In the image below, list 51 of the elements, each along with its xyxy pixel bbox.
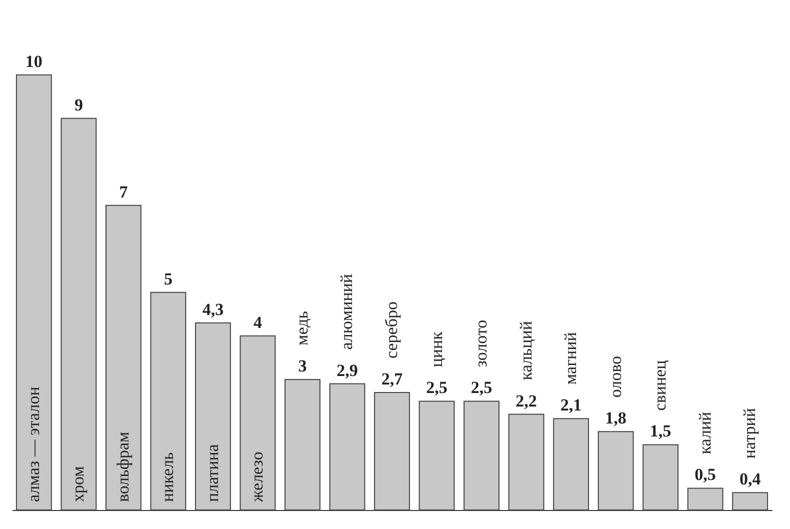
x-tick-label: натрий bbox=[740, 408, 760, 459]
bar bbox=[687, 488, 724, 510]
bar bbox=[284, 378, 320, 510]
data-label: 10 bbox=[25, 52, 42, 71]
bar bbox=[464, 400, 500, 510]
data-label: 2,5 bbox=[470, 378, 492, 398]
data-label: 1,8 bbox=[605, 408, 626, 428]
x-tick-label: алмаз — эталон bbox=[24, 386, 43, 502]
data-label: 2,2 bbox=[516, 391, 537, 410]
data-label: 4,3 bbox=[202, 300, 224, 319]
x-tick-label: железо bbox=[248, 452, 267, 503]
x-tick-label: цинк bbox=[426, 330, 446, 368]
x-tick-label: вольфрам bbox=[113, 432, 132, 502]
data-label: 0,4 bbox=[739, 470, 762, 489]
bar bbox=[240, 335, 276, 510]
bar bbox=[150, 292, 186, 510]
x-tick-label: платина bbox=[202, 444, 222, 502]
data-label: 7 bbox=[119, 182, 128, 202]
data-label: 2,5 bbox=[426, 378, 448, 398]
bar bbox=[60, 118, 97, 510]
data-label: 9 bbox=[74, 95, 83, 114]
bar bbox=[329, 383, 366, 510]
bar bbox=[105, 204, 142, 510]
bar bbox=[195, 322, 231, 510]
x-tick-label: алюминий bbox=[337, 274, 356, 350]
x-tick-label: золото bbox=[472, 320, 491, 368]
bar bbox=[508, 414, 544, 510]
x-tick-label: никель bbox=[158, 452, 178, 502]
data-label: 4 bbox=[253, 312, 262, 332]
data-label: 2,7 bbox=[381, 370, 404, 388]
x-tick-label: серебро bbox=[382, 302, 401, 358]
bar bbox=[642, 444, 679, 510]
x-tick-label: магний bbox=[561, 332, 580, 385]
x-tick-label: калий bbox=[695, 412, 714, 454]
bar bbox=[732, 492, 768, 510]
data-label: 3 bbox=[298, 356, 307, 376]
x-tick-label: кальций bbox=[516, 321, 536, 380]
bar bbox=[598, 431, 634, 510]
x-tick-label: медь bbox=[292, 310, 312, 346]
data-label: 1,5 bbox=[650, 422, 672, 441]
x-tick-label: хром bbox=[68, 466, 88, 502]
x-tick-label: олово bbox=[606, 356, 625, 398]
bar bbox=[553, 418, 589, 510]
data-label: 5 bbox=[164, 269, 172, 288]
x-tick-label: свинец bbox=[650, 360, 670, 411]
data-label: 0,5 bbox=[694, 465, 716, 484]
bar bbox=[418, 400, 455, 510]
data-label: 2,9 bbox=[336, 360, 358, 380]
bar bbox=[16, 74, 52, 510]
data-label: 2,1 bbox=[560, 396, 582, 415]
bar bbox=[374, 392, 410, 510]
